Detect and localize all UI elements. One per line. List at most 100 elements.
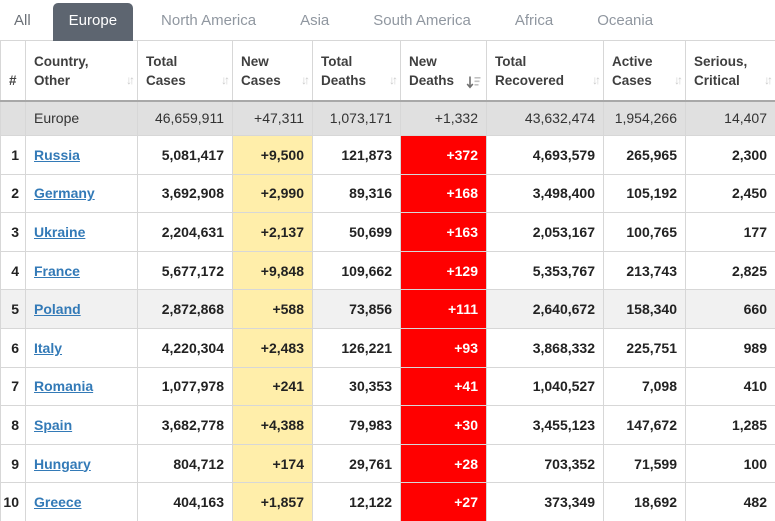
table-row-hungary: 9 Hungary 804,712 +174 29,761 +28 703,352 71,59… [0,443,775,484]
cell-total-cases: 4,220,304 [137,327,233,368]
cell-active-cases: 100,765 [603,212,686,252]
col-header-active-cases[interactable]: Active Cases ↓↑ [603,40,686,102]
cell-serious: 2,825 [685,250,775,291]
cell-country: Italy [25,327,138,368]
tab-oceania[interactable]: Oceania [597,12,654,29]
col-header-total-cases[interactable]: Total Cases ↓↑ [137,40,233,102]
col-header-line1: Active [612,53,653,69]
cell-active-cases: 1,954,266 [603,100,686,136]
cell-active-cases: 105,192 [603,173,686,214]
cell-new-cases: +2,137 [232,212,313,252]
country-link[interactable]: Spain [34,416,73,433]
col-header-new-cases[interactable]: New Cases ↓↑ [232,40,313,102]
cell-total-cases: 46,659,911 [137,100,233,136]
country-link[interactable]: Italy [34,339,63,356]
country-link[interactable]: Russia [34,146,80,163]
cell-new-deaths: +27 [400,482,487,521]
col-header-line2: Recovered [495,72,565,88]
cell-total-deaths: 12,122 [312,482,401,521]
cell-total-deaths: 79,983 [312,405,401,445]
col-header-total-recovered[interactable]: Total Recovered ↓↑ [486,40,604,102]
table-row-poland: 5 Poland 2,872,868 +588 73,856 +111 2,640,672 1… [0,289,775,329]
tab-all[interactable]: All [14,12,31,29]
cell-serious: 177 [685,212,775,252]
cell-new-cases: +9,848 [232,250,313,291]
tab-asia[interactable]: Asia [300,12,330,29]
header-row: # Country, Other ↓↑ Total Cases ↓↑ New Cases ↓↑ To… [0,40,775,102]
col-header-line1: Total [495,53,527,69]
table-row-italy: 6 Italy 4,220,304 +2,483 126,221 +93 3,868,332… [0,327,775,368]
cell-rank: 5 [0,289,26,329]
cell-new-cases: +9,500 [232,135,313,175]
cell-total-recovered: 43,632,474 [486,100,604,136]
cell-rank: 10 [0,482,26,521]
cell-new-cases: +241 [232,366,313,407]
cell-total-recovered: 3,868,332 [486,327,604,368]
country-link[interactable]: Hungary [34,455,91,472]
cell-new-deaths: +163 [400,212,487,252]
cell-active-cases: 147,672 [603,405,686,445]
cell-total-deaths: 126,221 [312,327,401,368]
table-body: Europe 46,659,911 +47,311 1,073,171 +1,332 43… [0,100,775,521]
cell-serious: 2,300 [685,135,775,175]
cell-active-cases: 225,751 [603,327,686,368]
country-link[interactable]: Greece [34,494,82,511]
col-header-line1: Total [146,53,178,69]
tab-africa[interactable]: Africa [514,12,554,29]
cell-new-deaths: +129 [400,250,487,291]
country-link[interactable]: Ukraine [34,223,86,240]
cell-new-cases: +1,857 [232,482,313,521]
cell-active-cases: 18,692 [603,482,686,521]
table-row-russia: 1 Russia 5,081,417 +9,500 121,873 +372 4,693,5… [0,135,775,175]
cell-rank: 4 [0,250,26,291]
cell-country: Europe [25,100,138,136]
sort-updown-icon: ↓↑ [674,72,683,87]
sort-updown-icon: ↓↑ [764,72,773,87]
col-header-line2: Cases [612,72,652,88]
cell-new-deaths: +41 [400,366,487,407]
cell-new-cases: +4,388 [232,405,313,445]
col-header-line2: Cases [146,72,186,88]
col-header-rank: # [0,40,26,102]
col-header-line2: Deaths [321,72,367,88]
col-header-new-deaths[interactable]: New Deaths [400,40,487,102]
cell-country: Spain [25,405,138,445]
cell-new-cases: +174 [232,443,313,484]
cell-total-cases: 404,163 [137,482,233,521]
cell-total-cases: 3,682,778 [137,405,233,445]
cell-total-deaths: 30,353 [312,366,401,407]
tab-north-america[interactable]: North America [161,12,257,29]
cell-rank: 7 [0,366,26,407]
cell-serious: 660 [685,289,775,329]
cell-new-deaths: +30 [400,405,487,445]
cell-total-recovered: 4,693,579 [486,135,604,175]
cell-country: Hungary [25,443,138,484]
cell-total-cases: 2,204,631 [137,212,233,252]
summary-row: Europe 46,659,911 +47,311 1,073,171 +1,332 43… [0,100,775,136]
country-link[interactable]: Poland [34,301,81,318]
cell-active-cases: 71,599 [603,443,686,484]
cell-total-deaths: 50,699 [312,212,401,252]
tab-europe[interactable]: Europe [52,3,134,41]
cell-total-recovered: 1,040,527 [486,366,604,407]
cell-rank: 8 [0,405,26,445]
table-row-romania: 7 Romania 1,077,978 +241 30,353 +41 1,040,527 7… [0,366,775,407]
country-link[interactable]: France [34,262,80,279]
cell-total-cases: 2,872,868 [137,289,233,329]
col-header-total-deaths[interactable]: Total Deaths ↓↑ [312,40,401,102]
cell-active-cases: 7,098 [603,366,686,407]
cell-total-recovered: 5,353,767 [486,250,604,291]
cell-total-deaths: 1,073,171 [312,100,401,136]
cell-new-deaths: +168 [400,173,487,214]
tab-south-america[interactable]: South America [373,12,471,29]
covid-stats-table: # Country, Other ↓↑ Total Cases ↓↑ New Cases ↓↑ To… [0,40,775,521]
cell-new-cases: +47,311 [232,100,313,136]
col-header-serious[interactable]: Serious, Critical ↓↑ [685,40,775,102]
cell-active-cases: 265,965 [603,135,686,175]
cell-total-recovered: 703,352 [486,443,604,484]
cell-new-deaths: +28 [400,443,487,484]
col-header-country[interactable]: Country, Other ↓↑ [25,40,138,102]
country-link[interactable]: Romania [34,378,94,395]
country-link[interactable]: Germany [34,185,95,202]
cell-total-recovered: 3,498,400 [486,173,604,214]
